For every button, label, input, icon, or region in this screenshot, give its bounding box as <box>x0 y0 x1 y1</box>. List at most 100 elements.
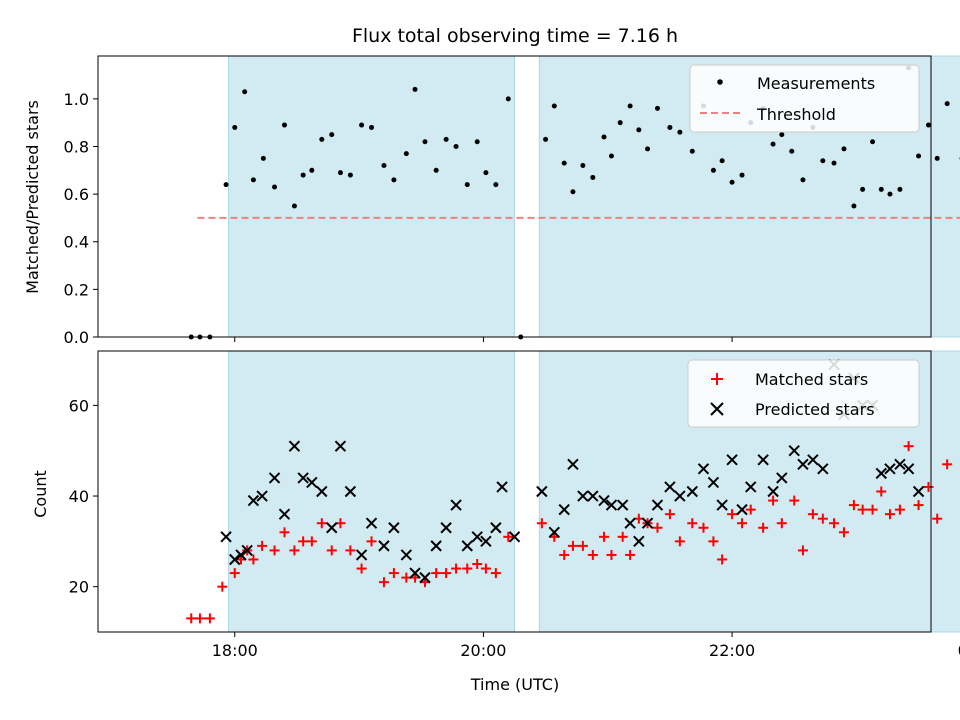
predicted-star-point-18 <box>388 522 400 534</box>
measurement-point-9 <box>281 122 287 128</box>
bottom-legend-box <box>687 359 920 428</box>
predicted-stars-legend-label: Predicted stars <box>755 400 875 419</box>
measurement-point-13 <box>319 136 325 142</box>
measurement-point-68 <box>887 191 893 197</box>
matched-star-point-73 <box>932 513 943 524</box>
measurement-point-28 <box>474 139 480 145</box>
predicted-star-point-20 <box>409 567 421 579</box>
predicted-star-point-5 <box>256 490 268 502</box>
matched-star-point-17 <box>345 545 356 556</box>
measurement-point-39 <box>601 134 607 140</box>
matched-stars-legend-label: Matched stars <box>755 370 868 389</box>
predicted-star-point-41 <box>633 535 645 548</box>
top-x-ticks <box>234 337 733 342</box>
matched-star-point-40 <box>606 549 617 560</box>
predicted-star-point-21 <box>419 571 431 584</box>
measurement-point-71 <box>916 153 922 159</box>
top-legend: Measurements Threshold <box>689 64 920 133</box>
matched-star-point-32 <box>503 531 514 542</box>
measurement-point-72 <box>926 122 932 128</box>
predicted-star-point-52 <box>745 481 757 493</box>
bottom-y-axis-label: Count <box>31 470 50 518</box>
top-y-axis-label: Matched/Predicted stars <box>23 100 42 294</box>
matched-star-point-0 <box>186 613 197 624</box>
measurement-point-45 <box>654 105 660 111</box>
measurement-point-12 <box>309 167 315 173</box>
matched-star-point-27 <box>451 563 462 574</box>
measurement-point-22 <box>412 86 418 92</box>
bottom-legend: Matched stars Predicted stars <box>687 359 920 428</box>
measurement-point-41 <box>617 120 623 126</box>
top-data-layer <box>188 65 960 340</box>
measurement-point-53 <box>739 172 745 178</box>
matched-star-point-61 <box>817 513 828 524</box>
measurement-point-44 <box>645 146 651 152</box>
matched-star-point-52 <box>727 509 738 520</box>
matched-star-point-13 <box>306 536 317 547</box>
predicted-star-point-47 <box>697 463 710 475</box>
measurement-point-24 <box>433 167 439 173</box>
bottom-axes-frame <box>97 350 932 633</box>
predicted-star-point-29 <box>496 481 508 493</box>
predicted-star-point-30 <box>508 531 521 543</box>
measurement-point-15 <box>337 170 343 176</box>
matched-star-point-2 <box>204 613 215 624</box>
x-tick-label-1: 20:00 <box>460 641 506 660</box>
predicted-star-point-59 <box>817 463 829 475</box>
top-y-ticks: 0.0 0.2 0.4 0.6 0.8 1.0 <box>64 90 98 347</box>
measurement-point-19 <box>381 163 387 169</box>
predicted-star-point-66 <box>884 463 896 475</box>
measurement-point-57 <box>779 132 785 138</box>
measurement-point-18 <box>369 124 375 130</box>
matched-star-point-54 <box>745 504 756 515</box>
matched-star-point-66 <box>867 504 878 515</box>
matched-star-point-7 <box>248 554 259 565</box>
measurement-point-5 <box>242 89 248 95</box>
measurement-point-58 <box>789 148 795 154</box>
matched-star-point-9 <box>269 545 280 556</box>
matched-star-point-39 <box>599 531 610 542</box>
matched-star-point-55 <box>758 522 769 533</box>
top-panel: 0.0 0.2 0.4 0.6 0.8 1.0 Matched/Predicted sta… <box>23 55 960 347</box>
predicted-star-point-7 <box>278 508 291 520</box>
matched-star-point-59 <box>797 545 808 556</box>
predicted-star-point-1 <box>229 553 241 566</box>
measurement-point-42 <box>627 103 633 109</box>
predicted-star-point-39 <box>616 499 629 511</box>
measurement-point-61 <box>820 158 826 164</box>
bottom-y-tick-label-1: 40 <box>69 487 89 506</box>
matched-star-point-33 <box>536 518 547 529</box>
measurement-point-63 <box>841 146 847 152</box>
predicted-star-point-40 <box>624 517 636 529</box>
predicted-star-point-49 <box>716 499 728 511</box>
measurement-point-27 <box>464 182 470 188</box>
bottom-observing-window-0 <box>228 350 515 633</box>
matched-star-point-50 <box>708 536 719 547</box>
predicted-star-point-24 <box>450 499 462 511</box>
measurement-point-67 <box>878 186 884 192</box>
measurement-point-64 <box>851 203 857 209</box>
predicted-star-point-12 <box>326 522 338 534</box>
threshold-legend-label: Threshold <box>756 105 836 124</box>
matched-star-point-4 <box>229 568 240 579</box>
predicted-star-point-55 <box>776 472 788 484</box>
measurement-point-66 <box>870 139 876 145</box>
matched-star-point-19 <box>366 536 377 547</box>
matched-star-point-37 <box>577 540 588 551</box>
predicted-star-point-45 <box>674 490 686 502</box>
matched-star-point-60 <box>807 509 818 520</box>
matched-star-point-25 <box>431 568 442 579</box>
predicted-star-point-68 <box>902 463 915 475</box>
bottom-y-tick-label-0: 20 <box>69 578 89 597</box>
predicted-star-point-2 <box>235 549 247 561</box>
predicted-star-point-69 <box>912 485 925 498</box>
measurement-point-69 <box>897 186 903 192</box>
x-tick-label-3: 00:00 <box>958 641 960 660</box>
predicted-star-point-25 <box>461 540 473 552</box>
measurement-point-14 <box>329 132 335 138</box>
matched-star-point-8 <box>257 540 268 551</box>
measurement-point-46 <box>667 124 673 130</box>
measurement-point-16 <box>347 172 353 178</box>
measurement-point-43 <box>636 127 642 133</box>
matched-star-point-49 <box>698 522 709 533</box>
